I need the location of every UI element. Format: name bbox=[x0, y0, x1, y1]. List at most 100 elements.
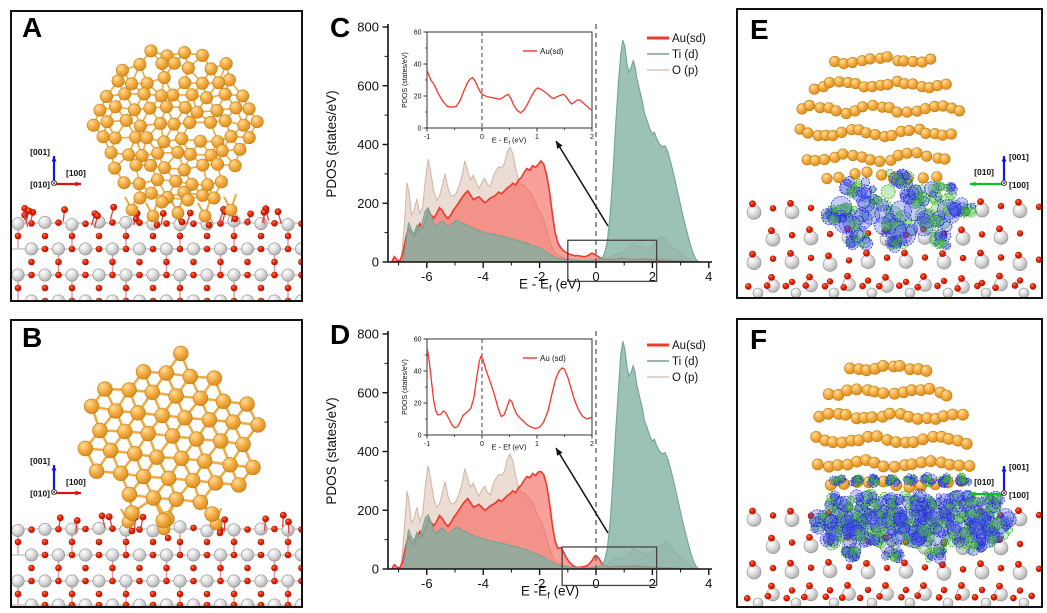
svg-text:0: 0 bbox=[372, 255, 379, 270]
inset-x-label: E - Ef (eV) bbox=[492, 136, 527, 147]
legend: Au(sd) Ti (d) O (p) bbox=[647, 33, 706, 77]
svg-text:-2: -2 bbox=[534, 576, 546, 591]
axis-right-label: [100] bbox=[66, 168, 86, 178]
inset-legend-label: Au (sd) bbox=[540, 354, 566, 363]
y-axis-label: PDOS (states/eV) bbox=[324, 90, 339, 197]
svg-text:-4: -4 bbox=[477, 269, 489, 284]
x-axis-label: E - Ef (eV) bbox=[519, 277, 581, 295]
panel-b-label: B bbox=[22, 322, 43, 353]
panel-a-structure: [001] [100] [010] bbox=[10, 10, 319, 308]
dos-series bbox=[390, 341, 701, 569]
zoom-region-box bbox=[561, 546, 658, 587]
svg-text:60: 60 bbox=[414, 337, 422, 344]
svg-text:0: 0 bbox=[592, 269, 599, 284]
zoom-arrow bbox=[555, 447, 609, 534]
interface-bonds bbox=[124, 193, 239, 229]
legend-label: O (p) bbox=[672, 65, 698, 77]
axis-gizmo: [001] [100] [010] bbox=[30, 147, 86, 190]
panel-b-structure: [001] [100] [010] bbox=[10, 319, 319, 612]
zoom-arrow bbox=[555, 140, 609, 227]
tio2-slab-atoms bbox=[11, 520, 319, 612]
svg-text:600: 600 bbox=[357, 385, 379, 400]
au-cluster-atoms bbox=[77, 345, 266, 529]
axis-into-label: [100] bbox=[1009, 180, 1029, 190]
legend-label: Au(sd) bbox=[672, 33, 706, 45]
svg-text:0: 0 bbox=[418, 433, 422, 440]
panel-e-charge-density: [001] [010] [100] bbox=[736, 8, 1043, 299]
axis-into-label: [010] bbox=[30, 180, 50, 190]
svg-text:600: 600 bbox=[357, 78, 379, 93]
tio2-substrate bbox=[743, 507, 1043, 609]
svg-text:800: 800 bbox=[357, 327, 379, 342]
svg-text:1: 1 bbox=[535, 134, 539, 141]
svg-text:0: 0 bbox=[372, 562, 379, 577]
svg-text:2: 2 bbox=[590, 441, 594, 448]
svg-text:4: 4 bbox=[705, 576, 712, 591]
svg-text:-6: -6 bbox=[421, 576, 433, 591]
au-cluster-atoms bbox=[86, 44, 264, 209]
axis-up-label: [001] bbox=[30, 147, 50, 157]
svg-text:0: 0 bbox=[592, 576, 599, 591]
svg-text:40: 40 bbox=[414, 62, 422, 69]
svg-text:40: 40 bbox=[414, 369, 422, 376]
inset-au-curve bbox=[427, 346, 592, 430]
au-nanoparticle-ordered-on-tio2: [001] [100] [010] bbox=[11, 345, 319, 612]
panel-d-label: D bbox=[330, 319, 351, 350]
axis-up-label: [001] bbox=[1009, 462, 1029, 472]
axis-into-label: [010] bbox=[30, 489, 50, 499]
panel-e-label: E bbox=[750, 14, 769, 45]
svg-text:60: 60 bbox=[414, 30, 422, 37]
inset-x-label: E - Ef (eV) bbox=[491, 443, 527, 452]
inset-legend-label: Au(sd) bbox=[540, 47, 564, 56]
charge-density-difference-small-contact: [001] [010] [100] bbox=[745, 51, 1043, 299]
svg-text:400: 400 bbox=[357, 137, 379, 152]
axis-into-label: [100] bbox=[1009, 490, 1029, 500]
axis-up-label: [001] bbox=[1009, 152, 1029, 162]
zoom-region-box bbox=[567, 239, 658, 283]
svg-text:0: 0 bbox=[418, 126, 422, 133]
svg-text:1: 1 bbox=[535, 441, 539, 448]
y-axis-label: PDOS (states/eV) bbox=[324, 397, 339, 504]
isosurface-blue bbox=[820, 168, 976, 253]
panel-f-label: F bbox=[750, 324, 768, 355]
svg-text:2: 2 bbox=[649, 269, 656, 284]
svg-text:-1: -1 bbox=[424, 134, 430, 141]
legend-label: Ti (d) bbox=[672, 49, 699, 61]
svg-text:2: 2 bbox=[590, 134, 594, 141]
svg-text:0: 0 bbox=[480, 441, 484, 448]
tio2-slab-atoms bbox=[11, 214, 319, 308]
au-cluster-layers bbox=[794, 51, 965, 185]
axis-gizmo: [001] [100] [010] bbox=[30, 456, 86, 499]
svg-text:200: 200 bbox=[357, 503, 379, 518]
svg-text:0: 0 bbox=[480, 134, 484, 141]
inset-y-label: PDOS (states/eV) bbox=[402, 52, 409, 108]
panel-f-charge-density: [001] [010] [100] bbox=[736, 318, 1043, 609]
series-tid bbox=[402, 40, 700, 262]
svg-text:800: 800 bbox=[357, 20, 379, 35]
svg-text:20: 20 bbox=[414, 94, 422, 101]
panel-c-label: C bbox=[330, 12, 351, 43]
svg-text:-2: -2 bbox=[534, 269, 546, 284]
axis-right-label: [100] bbox=[66, 477, 86, 487]
svg-text:400: 400 bbox=[357, 444, 379, 459]
inset-y-label: PDOS (states/eV) bbox=[402, 359, 409, 415]
au-nanoparticle-disordered-on-tio2: [001] [100] [010] bbox=[11, 44, 319, 308]
svg-text:4: 4 bbox=[705, 269, 712, 284]
legend-label: Ti (d) bbox=[672, 356, 699, 368]
axis-left-label: [010] bbox=[974, 167, 994, 177]
legend: Au(sd) Ti (d) O (p) bbox=[647, 340, 706, 384]
au-cluster-layers bbox=[810, 360, 976, 493]
surface-oxygen bbox=[21, 203, 282, 229]
inset-au-curve bbox=[427, 70, 592, 114]
panel-a-label: A bbox=[22, 12, 43, 43]
svg-text:-1: -1 bbox=[424, 441, 430, 448]
svg-text:-4: -4 bbox=[477, 576, 489, 591]
x-axis-label: E -Ef (eV) bbox=[521, 584, 579, 602]
isosurface-blue bbox=[808, 471, 1017, 565]
